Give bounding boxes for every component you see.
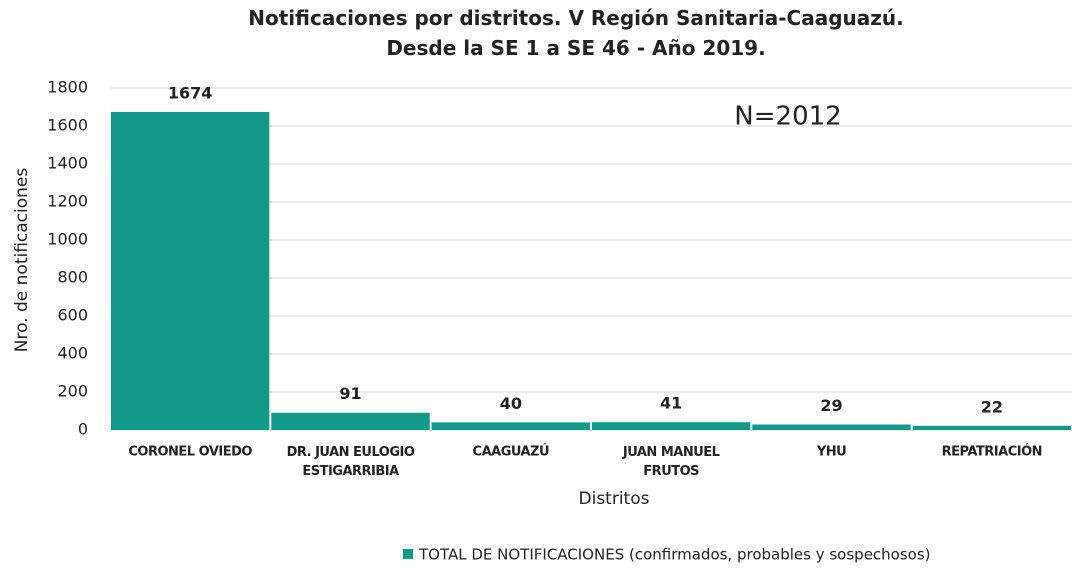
legend-label: TOTAL DE NOTIFICACIONES (confirmados, pr… <box>418 546 931 564</box>
legend-swatch <box>403 549 413 559</box>
y-tick-label: 800 <box>57 268 88 287</box>
y-tick-label: 200 <box>57 382 88 401</box>
y-tick-label: 1400 <box>47 154 88 173</box>
bar <box>592 422 751 430</box>
y-tick-label: 0 <box>78 420 88 439</box>
x-tick-label: CORONEL OVIEDO <box>128 445 252 460</box>
annotation: N=2012 <box>734 102 841 132</box>
bar <box>752 424 911 430</box>
chart-title: Notificaciones por distritos. V Región S… <box>248 6 903 60</box>
x-tick-label: CAAGUAZÚ <box>473 444 550 460</box>
bar <box>111 111 270 430</box>
y-tick-label: 1800 <box>47 78 88 97</box>
value-label: 29 <box>820 396 842 415</box>
value-label: 91 <box>339 384 361 403</box>
y-axis-label: Nro. de notificaciones <box>12 168 32 353</box>
bar <box>912 425 1071 430</box>
bar <box>431 422 590 430</box>
y-tick-label: 1200 <box>47 192 88 211</box>
x-tick-label: YHU <box>816 445 846 460</box>
y-tick-label: 1000 <box>47 230 88 249</box>
value-label: 22 <box>981 397 1003 416</box>
x-tick-label: DR. JUAN EULOGIO ESTIGARRIBIA <box>287 445 415 479</box>
y-tick-label: 400 <box>57 344 88 363</box>
x-tick-label: REPATRIACIÓN <box>942 444 1042 460</box>
y-tick-label: 600 <box>57 306 88 325</box>
value-label: 40 <box>500 394 522 413</box>
bar <box>271 412 430 430</box>
y-tick-label: 1600 <box>47 116 88 135</box>
x-axis-label: Distritos <box>579 489 650 509</box>
value-label: 41 <box>660 394 682 413</box>
x-tick-label: JUAN MANUEL FRUTOS <box>622 445 720 479</box>
value-label: 1674 <box>168 83 213 102</box>
